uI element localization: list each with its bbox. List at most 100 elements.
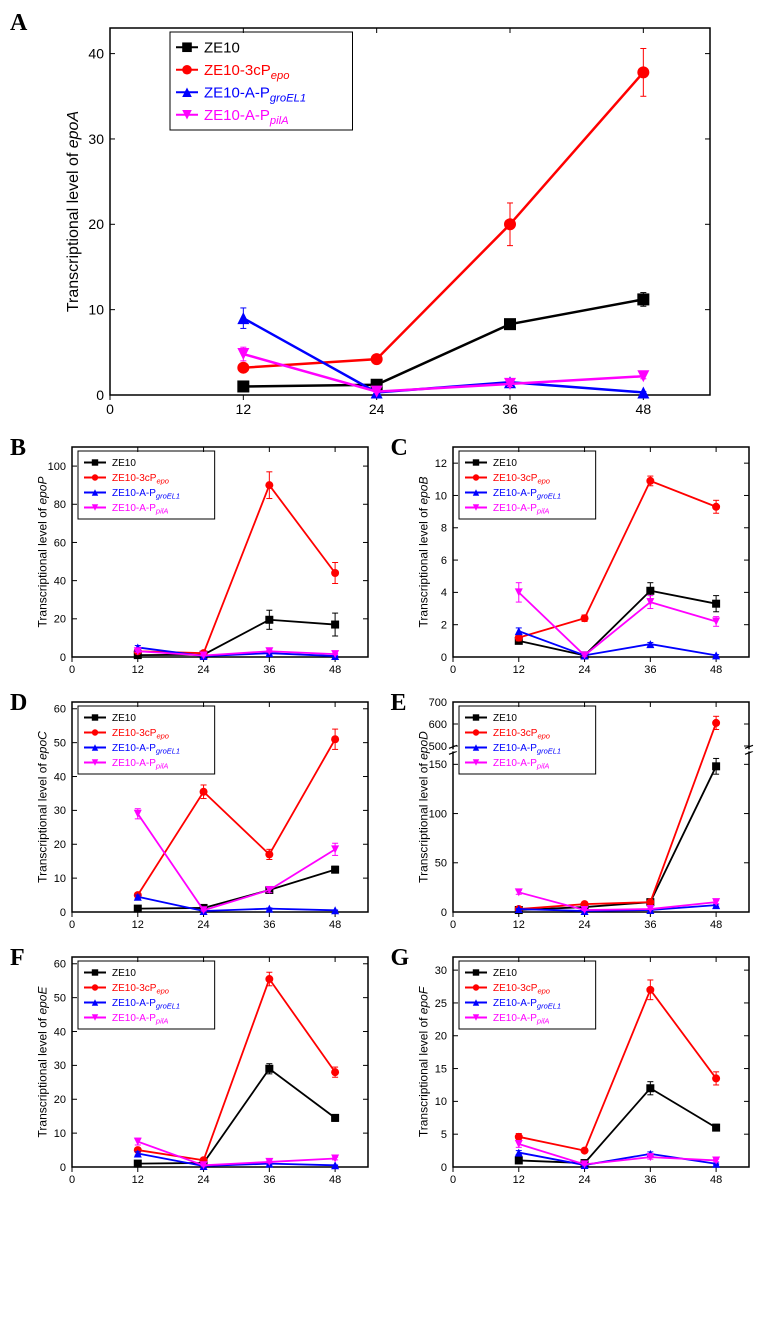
svg-text:ZE10-A-PgroEL1: ZE10-A-PgroEL1 (493, 743, 561, 756)
svg-text:36: 36 (263, 1174, 275, 1186)
svg-text:12: 12 (132, 1174, 144, 1186)
svg-text:Transcriptional level of epoD: Transcriptional level of epoD (416, 731, 430, 883)
svg-text:10: 10 (434, 1096, 446, 1108)
svg-text:ZE10-A-PpilA: ZE10-A-PpilA (493, 1013, 549, 1026)
svg-text:ZE10-3cPepo: ZE10-3cPepo (493, 983, 550, 996)
svg-text:48: 48 (709, 1174, 721, 1186)
panel-label-B: B (10, 435, 26, 462)
svg-text:ZE10-A-PpilA: ZE10-A-PpilA (493, 758, 549, 771)
svg-text:12: 12 (434, 458, 446, 470)
chart-D: 0122436480102030405060Transcriptional le… (10, 690, 380, 940)
svg-text:60: 60 (54, 959, 66, 971)
svg-text:ZE10-3cPepo: ZE10-3cPepo (112, 473, 169, 486)
svg-text:100: 100 (48, 461, 66, 473)
svg-text:ZE10: ZE10 (204, 40, 240, 57)
svg-text:0: 0 (60, 907, 66, 919)
svg-text:0: 0 (440, 907, 446, 919)
svg-text:24: 24 (197, 919, 209, 931)
row-BC: B 012243648020406080100Transcriptional l… (10, 435, 761, 690)
svg-text:ZE10-A-PpilA: ZE10-A-PpilA (493, 503, 549, 516)
svg-text:0: 0 (69, 919, 75, 931)
panel-label-E: E (391, 690, 407, 717)
svg-text:36: 36 (263, 664, 275, 676)
chart-A: 012243648010203040Transcriptional level … (10, 10, 730, 430)
svg-text:Transcriptional level of epoC: Transcriptional level of epoC (36, 731, 50, 883)
svg-text:6: 6 (440, 555, 446, 567)
svg-text:100: 100 (428, 808, 446, 820)
svg-text:36: 36 (502, 401, 518, 417)
chart-C: 012243648024681012Transcriptional level … (391, 435, 761, 685)
svg-text:500: 500 (428, 741, 446, 753)
svg-text:48: 48 (329, 919, 341, 931)
svg-text:36: 36 (263, 919, 275, 931)
svg-text:24: 24 (197, 664, 209, 676)
svg-text:36: 36 (644, 919, 656, 931)
chart-E: 012243648050100150500600700Transcription… (391, 690, 761, 940)
svg-text:ZE10-A-PgroEL1: ZE10-A-PgroEL1 (112, 488, 180, 501)
svg-text:0: 0 (449, 919, 455, 931)
svg-text:20: 20 (434, 1031, 446, 1043)
svg-text:60: 60 (54, 704, 66, 716)
svg-text:48: 48 (329, 664, 341, 676)
svg-text:30: 30 (434, 965, 446, 977)
svg-text:10: 10 (88, 302, 104, 318)
svg-text:ZE10-A-PgroEL1: ZE10-A-PgroEL1 (204, 85, 306, 105)
svg-text:24: 24 (578, 1174, 590, 1186)
svg-text:4: 4 (440, 587, 446, 599)
svg-text:50: 50 (54, 992, 66, 1004)
svg-text:20: 20 (54, 614, 66, 626)
chart-B: 012243648020406080100Transcriptional lev… (10, 435, 380, 685)
svg-text:0: 0 (60, 1162, 66, 1174)
svg-text:600: 600 (428, 719, 446, 731)
svg-text:12: 12 (132, 664, 144, 676)
panel-label-A: A (10, 10, 27, 37)
svg-text:24: 24 (578, 664, 590, 676)
svg-text:0: 0 (96, 387, 104, 403)
svg-text:24: 24 (369, 401, 385, 417)
svg-text:2: 2 (440, 620, 446, 632)
svg-text:60: 60 (54, 537, 66, 549)
svg-text:36: 36 (644, 664, 656, 676)
svg-text:ZE10-A-PgroEL1: ZE10-A-PgroEL1 (493, 488, 561, 501)
svg-text:20: 20 (54, 1094, 66, 1106)
svg-text:0: 0 (440, 1162, 446, 1174)
svg-text:80: 80 (54, 499, 66, 511)
svg-text:ZE10-A-PgroEL1: ZE10-A-PgroEL1 (493, 998, 561, 1011)
svg-text:10: 10 (434, 490, 446, 502)
svg-text:ZE10-3cPepo: ZE10-3cPepo (204, 62, 289, 82)
panel-label-G: G (391, 945, 410, 972)
svg-text:ZE10: ZE10 (112, 968, 136, 979)
svg-text:ZE10-A-PgroEL1: ZE10-A-PgroEL1 (112, 743, 180, 756)
svg-text:150: 150 (428, 759, 446, 771)
svg-text:15: 15 (434, 1063, 446, 1075)
svg-text:5: 5 (440, 1129, 446, 1141)
svg-text:Transcriptional level of epoB: Transcriptional level of epoB (416, 477, 430, 628)
svg-text:10: 10 (54, 1128, 66, 1140)
svg-text:30: 30 (54, 805, 66, 817)
svg-text:24: 24 (197, 1174, 209, 1186)
svg-text:50: 50 (434, 858, 446, 870)
svg-text:Transcriptional level of epoA: Transcriptional level of epoA (65, 111, 82, 312)
svg-text:Transcriptional level of epoP: Transcriptional level of epoP (36, 477, 50, 628)
svg-text:24: 24 (578, 919, 590, 931)
svg-text:ZE10-A-PgroEL1: ZE10-A-PgroEL1 (112, 998, 180, 1011)
svg-text:12: 12 (236, 401, 252, 417)
svg-text:0: 0 (69, 664, 75, 676)
row-DE: D 0122436480102030405060Transcriptional … (10, 690, 761, 945)
svg-text:700: 700 (428, 697, 446, 709)
row-FG: F 0122436480102030405060Transcriptional … (10, 945, 761, 1200)
svg-text:0: 0 (440, 652, 446, 664)
svg-text:10: 10 (54, 873, 66, 885)
svg-text:ZE10-A-PpilA: ZE10-A-PpilA (112, 1013, 168, 1026)
panel-label-C: C (391, 435, 408, 462)
svg-text:ZE10: ZE10 (493, 968, 517, 979)
svg-text:40: 40 (88, 46, 104, 62)
svg-text:40: 40 (54, 575, 66, 587)
svg-text:48: 48 (329, 1174, 341, 1186)
panel-A-row: A 012243648010203040Transcriptional leve… (10, 10, 761, 435)
svg-text:12: 12 (132, 919, 144, 931)
svg-text:ZE10: ZE10 (112, 713, 136, 724)
svg-text:8: 8 (440, 523, 446, 535)
svg-text:50: 50 (54, 737, 66, 749)
svg-text:25: 25 (434, 998, 446, 1010)
